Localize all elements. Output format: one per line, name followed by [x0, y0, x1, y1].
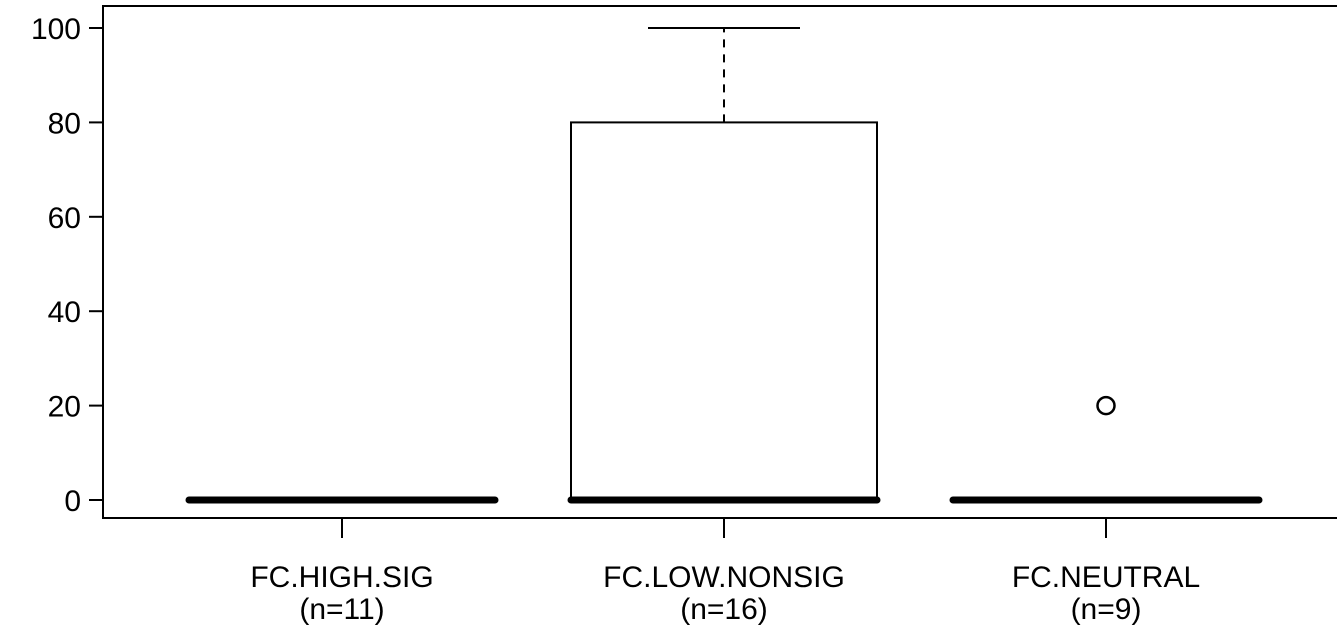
- plot-border: [102, 5, 1337, 519]
- y-tick-label: 40: [48, 296, 81, 329]
- x-tick-label: FC.LOW.NONSIG: [603, 561, 845, 594]
- x-count-label: (n=16): [680, 593, 768, 626]
- y-tick-label: 80: [48, 107, 81, 140]
- x-tick-label: FC.NEUTRAL: [1012, 561, 1200, 594]
- y-axis: 0 20 40 60 80 100: [31, 13, 103, 518]
- x-count-label: (n=9): [1071, 593, 1142, 626]
- x-count-label: (n=11): [299, 593, 384, 626]
- y-tick-label: 100: [31, 13, 81, 46]
- box-fc-neutral: [949, 395, 1263, 504]
- boxes: [185, 27, 1263, 504]
- box-fc-low-nonsig: [567, 27, 881, 504]
- box-body: [570, 121, 878, 502]
- y-tick-label: 0: [64, 485, 81, 518]
- x-axis: FC.HIGH.SIG(n=11) FC.LOW.NONSIG(n=16) FC.N…: [250, 518, 1200, 626]
- y-tick-label: 60: [48, 202, 81, 235]
- y-tick-label: 20: [48, 391, 81, 424]
- x-tick-label: FC.HIGH.SIG: [250, 561, 433, 594]
- outlier-point: [1096, 395, 1116, 416]
- plot-frame: [102, 5, 1337, 519]
